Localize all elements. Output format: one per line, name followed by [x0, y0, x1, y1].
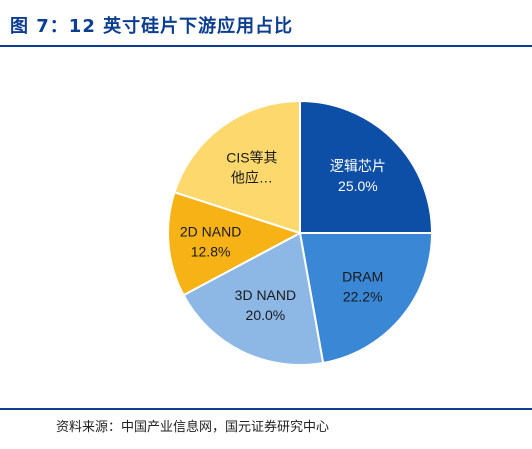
slice-label: 逻辑芯片	[330, 158, 386, 174]
source-note: 资料来源：中国产业信息网，国元证券研究中心	[56, 420, 330, 435]
slice-value-label: 25.0%	[338, 178, 378, 194]
pie-slice	[182, 231, 325, 366]
slice-value-label: 12.8%	[191, 244, 231, 260]
footer-divider	[0, 408, 532, 410]
slice-label: 2D NAND	[180, 224, 241, 240]
slice-label: CIS等其	[226, 150, 277, 166]
title-divider	[0, 45, 532, 47]
slice-value-label: 20.0%	[246, 307, 286, 323]
pie-chart: 逻辑芯片 25.0% DRAM 22.2% 3D NAND 20.0% 2D NAND 12.…	[167, 99, 434, 366]
pie-slice	[173, 99, 301, 235]
slice-value-label: 22.2%	[343, 288, 383, 304]
pie-slice	[167, 190, 303, 297]
slice-value-label: 他应…	[231, 170, 273, 186]
slice-label: 3D NAND	[235, 287, 296, 303]
pie-slice	[298, 232, 434, 365]
chart-title: 图 7：12 英寸硅片下游应用占比	[10, 16, 294, 37]
pie-slice	[299, 99, 434, 234]
slice-label: DRAM	[342, 268, 383, 284]
